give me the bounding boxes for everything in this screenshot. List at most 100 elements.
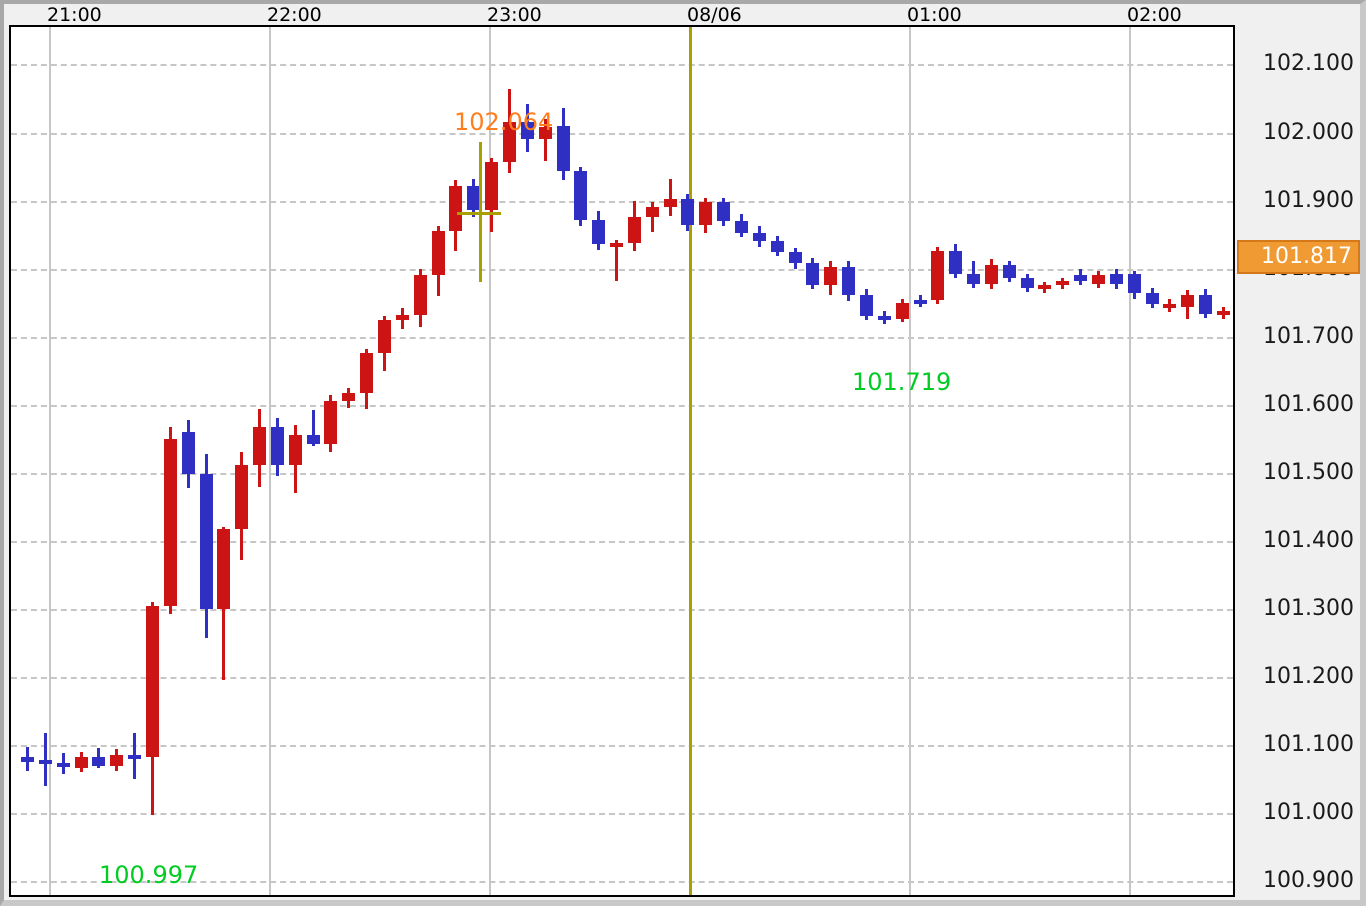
candle-wick [543,118,547,162]
candle-body-bullish [627,216,641,243]
candle-body-bullish [1216,310,1230,315]
candle-body-bearish [38,760,52,765]
price-tick-label: 101.100 [1263,732,1354,758]
vertical-gridline [1129,27,1131,895]
crosshair-marker-horizontal [457,212,501,215]
candle-body-bearish [181,432,195,475]
candle-wick [668,178,672,216]
candle-body-bullish [1163,304,1177,309]
candle-body-bullish [1092,275,1105,284]
candle-body-bearish [270,426,284,465]
horizontal-gridline [11,813,1233,816]
candle-body-bearish [21,757,34,762]
price-tick-label: 101.500 [1263,459,1354,485]
candle-body-bearish [574,170,588,220]
time-axis: 21:00 22:00 23:00 08/06 01:00 02:00 [4,4,1360,25]
price-tick-label: 101.200 [1263,664,1354,690]
price-annotation-high: 102.064 [454,108,554,136]
horizontal-gridline [11,472,1233,475]
candle-body-bullish [931,250,945,300]
candle-body-bullish [502,121,516,163]
candle-body-bearish [949,250,963,275]
candle-body-bearish [770,241,784,253]
candle-body-bullish [145,605,159,758]
day-separator-line [689,27,692,895]
candle-body-bearish [556,125,570,171]
candle-body-bearish [967,274,981,284]
candle-body-bearish [752,233,766,242]
candle-body-bullish [610,242,624,247]
candle-body-bullish [110,754,124,766]
candle-body-bearish [1127,274,1141,294]
vertical-gridline [909,27,911,895]
vertical-gridline [489,27,491,895]
price-annotation-low: 100.997 [99,861,199,889]
candle-body-bearish [1199,294,1213,314]
time-tick-label: 08/06 [687,4,742,26]
time-tick-label: 23:00 [487,4,542,26]
candle-body-bearish [735,221,748,234]
candle-body-bearish [877,316,891,321]
candle-body-bullish [217,528,231,610]
candle-body-bullish [378,320,391,354]
candle-body-bearish [306,434,320,445]
candle-body-bullish [645,207,659,217]
horizontal-gridline [11,64,1233,67]
candlestick-plot-area[interactable]: 102.064 101.719 100.997 [9,25,1235,897]
price-tick-label: 100.900 [1263,868,1354,894]
price-axis[interactable]: 102.100102.000101.900101.800101.700101.6… [1237,25,1360,897]
candle-body-bearish [592,219,606,245]
candle-wick [43,732,47,787]
current-price-tag[interactable]: 101.817 [1237,240,1360,275]
candle-wick [311,410,315,446]
vertical-gridline [269,27,271,895]
candle-body-bearish [128,754,142,759]
candle-body-bullish [984,264,998,284]
candle-body-bullish [1181,294,1195,307]
candle-body-bearish [913,299,927,304]
candle-body-bearish [681,199,695,226]
candle-body-bullish [1056,280,1070,285]
candle-body-bearish [1074,275,1088,281]
horizontal-gridline [11,336,1233,339]
candle-body-bearish [717,201,731,221]
candle-body-bearish [1109,274,1123,284]
time-tick-label: 01:00 [907,4,962,26]
candle-body-bullish [74,757,88,769]
candle-body-bullish [324,400,338,445]
price-tick-label: 101.300 [1263,596,1354,622]
candle-body-bearish [1002,264,1016,279]
candle-body-bearish [842,267,856,295]
price-tick-label: 101.000 [1263,800,1354,826]
candle-body-bullish [253,426,267,465]
time-tick-label: 02:00 [1127,4,1182,26]
candle-body-bullish [431,230,445,276]
time-tick-label: 21:00 [47,4,102,26]
candle-wick [615,240,619,281]
candle-wick [650,201,654,232]
horizontal-gridline [11,745,1233,748]
horizontal-gridline [11,268,1233,271]
candle-body-bearish [199,474,213,610]
candle-body-bullish [895,302,909,320]
candle-body-bullish [663,199,677,208]
candle-body-bearish [92,757,106,766]
candle-body-bearish [806,263,820,285]
candle-body-bullish [699,201,713,226]
candle-body-bullish [449,185,463,231]
candle-body-bullish [824,267,838,285]
price-tick-label: 101.400 [1263,527,1354,553]
horizontal-gridline [11,404,1233,407]
candle-body-bullish [235,464,249,529]
horizontal-gridline [11,200,1233,203]
horizontal-gridline [11,132,1233,135]
horizontal-gridline [11,609,1233,612]
horizontal-gridline [11,540,1233,543]
candle-body-bullish [1038,285,1052,290]
price-tick-label: 101.900 [1263,187,1354,213]
candle-body-bullish [360,353,374,393]
plot-inner: 102.064 101.719 100.997 [11,27,1233,895]
price-tick-label: 101.700 [1263,323,1354,349]
candle-body-bearish [1020,278,1034,288]
